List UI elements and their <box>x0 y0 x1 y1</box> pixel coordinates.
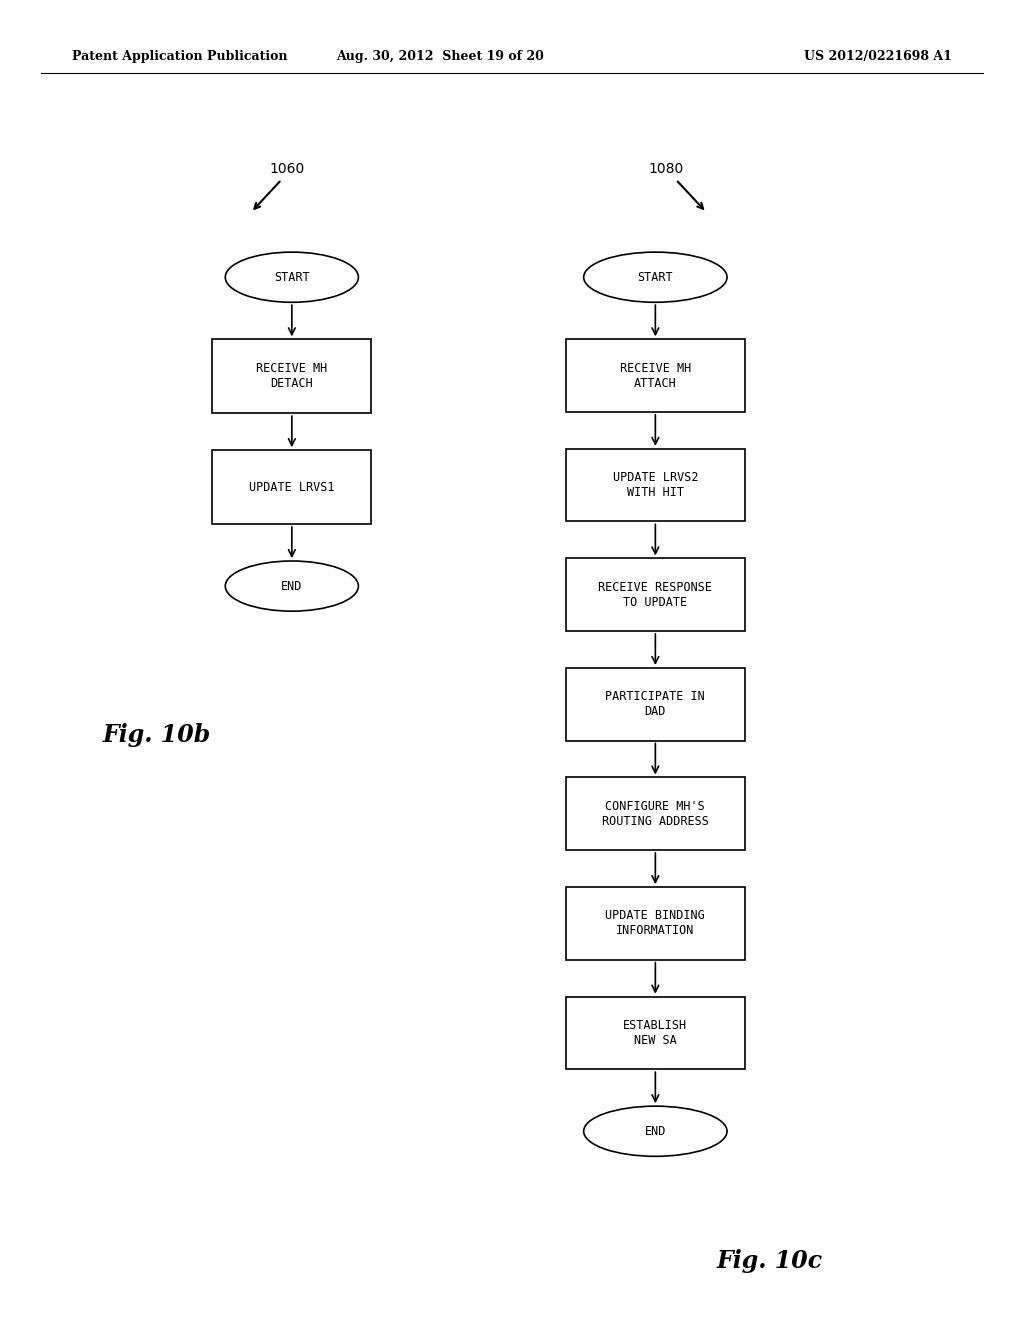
Text: UPDATE LRVS2
WITH HIT: UPDATE LRVS2 WITH HIT <box>612 471 698 499</box>
Text: Fig. 10c: Fig. 10c <box>717 1249 823 1272</box>
FancyBboxPatch shape <box>565 558 745 631</box>
Text: END: END <box>282 579 302 593</box>
FancyBboxPatch shape <box>565 777 745 850</box>
Text: Aug. 30, 2012  Sheet 19 of 20: Aug. 30, 2012 Sheet 19 of 20 <box>336 50 545 63</box>
FancyBboxPatch shape <box>565 339 745 412</box>
FancyBboxPatch shape <box>565 668 745 741</box>
Text: CONFIGURE MH'S
ROUTING ADDRESS: CONFIGURE MH'S ROUTING ADDRESS <box>602 800 709 828</box>
FancyBboxPatch shape <box>565 997 745 1069</box>
Text: ESTABLISH
NEW SA: ESTABLISH NEW SA <box>624 1019 687 1047</box>
FancyBboxPatch shape <box>212 450 371 524</box>
Text: START: START <box>638 271 673 284</box>
Text: US 2012/0221698 A1: US 2012/0221698 A1 <box>805 50 952 63</box>
Text: 1060: 1060 <box>269 161 304 176</box>
Text: 1080: 1080 <box>648 161 683 176</box>
Text: PARTICIPATE IN
DAD: PARTICIPATE IN DAD <box>605 690 706 718</box>
Text: RECEIVE MH
DETACH: RECEIVE MH DETACH <box>256 362 328 391</box>
FancyBboxPatch shape <box>565 449 745 521</box>
Text: Patent Application Publication: Patent Application Publication <box>72 50 287 63</box>
Text: RECEIVE RESPONSE
TO UPDATE: RECEIVE RESPONSE TO UPDATE <box>598 581 713 609</box>
Text: UPDATE BINDING
INFORMATION: UPDATE BINDING INFORMATION <box>605 909 706 937</box>
FancyBboxPatch shape <box>565 887 745 960</box>
Text: Fig. 10b: Fig. 10b <box>102 723 211 747</box>
Text: RECEIVE MH
ATTACH: RECEIVE MH ATTACH <box>620 362 691 389</box>
Text: START: START <box>274 271 309 284</box>
Text: UPDATE LRVS1: UPDATE LRVS1 <box>249 480 335 494</box>
FancyBboxPatch shape <box>212 339 371 413</box>
Text: END: END <box>645 1125 666 1138</box>
